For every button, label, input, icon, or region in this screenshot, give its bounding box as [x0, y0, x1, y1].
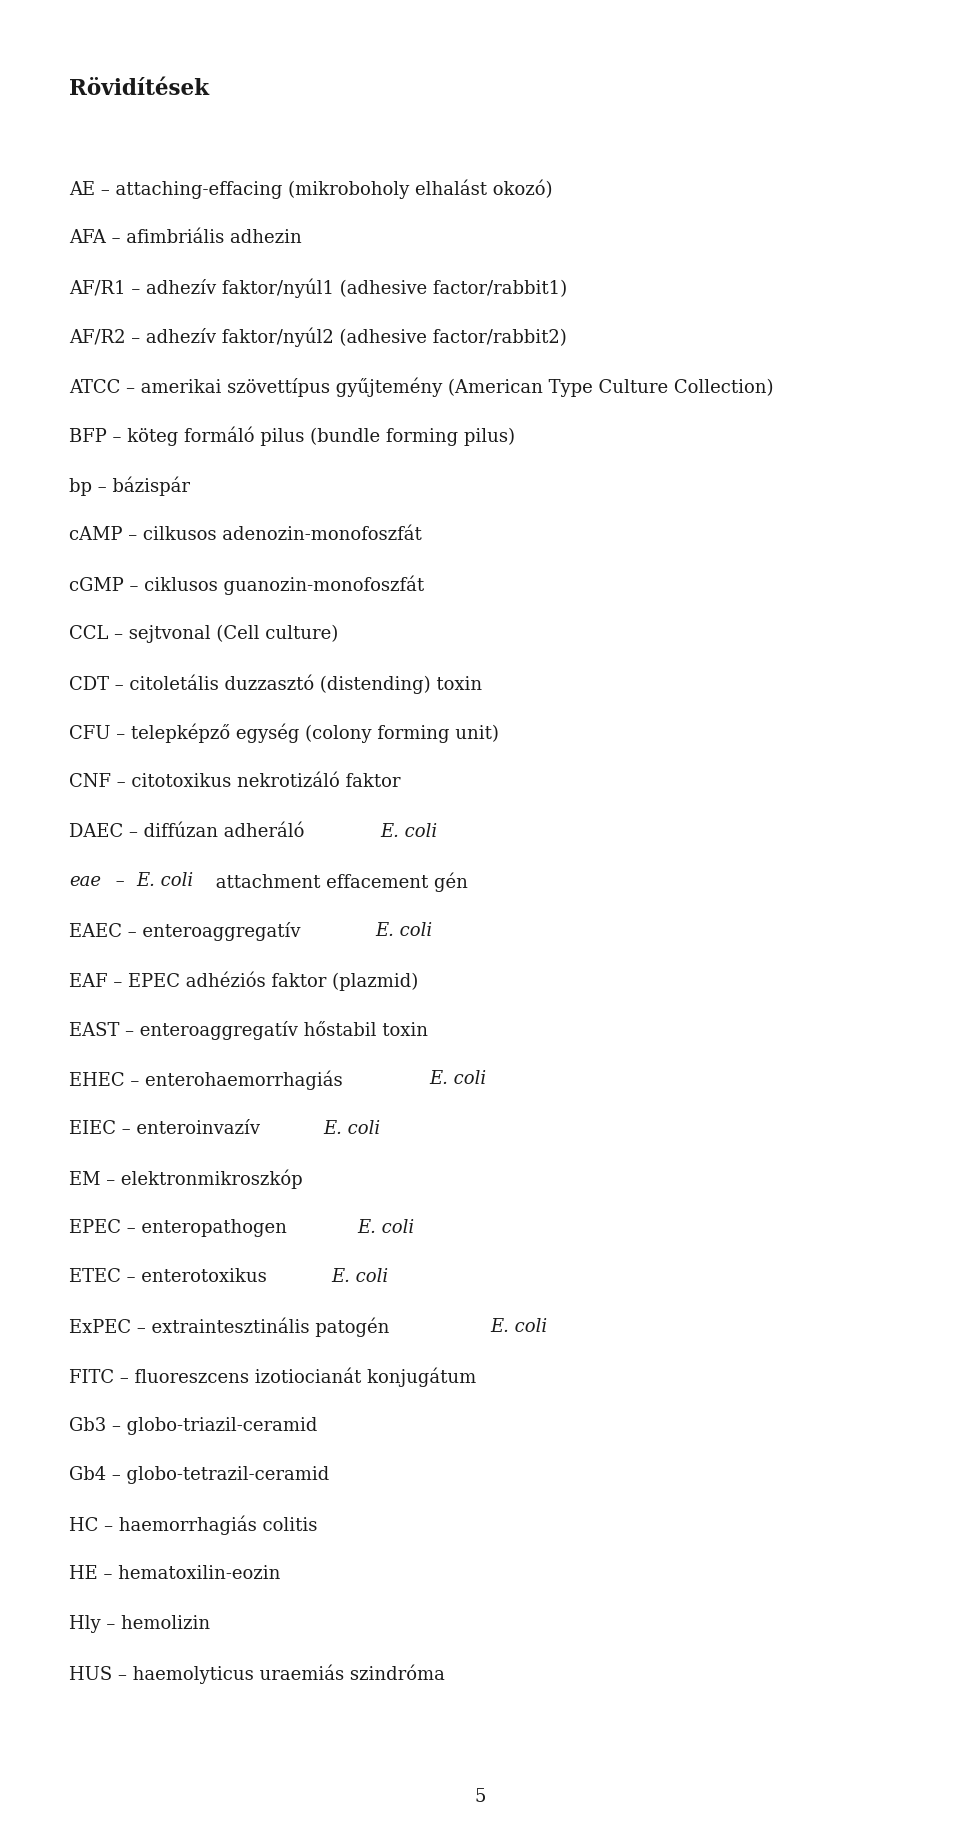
Text: E. coli: E. coli	[490, 1317, 547, 1335]
Text: CDT – citoletális duzzasztó (distending) toxin: CDT – citoletális duzzasztó (distending)…	[69, 674, 482, 694]
Text: EM – elektronmikroszkóp: EM – elektronmikroszkóp	[69, 1169, 302, 1189]
Text: CFU – telepképző egység (colony forming unit): CFU – telepképző egység (colony forming …	[69, 724, 499, 742]
Text: cGMP – ciklusos guanozin-monofoszfát: cGMP – ciklusos guanozin-monofoszfát	[69, 574, 424, 595]
Text: cAMP – cilkusos adenozin-monofoszfát: cAMP – cilkusos adenozin-monofoszfát	[69, 526, 421, 543]
Text: E. coli: E. coli	[323, 1119, 380, 1138]
Text: E. coli: E. coli	[430, 1069, 487, 1088]
Text: HUS – haemolyticus uraemiás szindróma: HUS – haemolyticus uraemiás szindróma	[69, 1664, 445, 1684]
Text: attachment effacement gén: attachment effacement gén	[210, 872, 468, 892]
Text: ETEC – enterotoxikus: ETEC – enterotoxikus	[69, 1269, 273, 1286]
Text: E. coli: E. coli	[136, 872, 194, 890]
Text: DAEC – diffúzan adheráló: DAEC – diffúzan adheráló	[69, 822, 310, 840]
Text: Rövidítések: Rövidítések	[69, 78, 209, 100]
Text: HE – hematoxilin-eozin: HE – hematoxilin-eozin	[69, 1564, 280, 1583]
Text: E. coli: E. coli	[375, 922, 432, 940]
Text: EHEC – enterohaemorrhagiás: EHEC – enterohaemorrhagiás	[69, 1069, 348, 1090]
Text: EIEC – enteroinvazív: EIEC – enteroinvazív	[69, 1119, 266, 1138]
Text: AFA – afimbriális adhezin: AFA – afimbriális adhezin	[69, 229, 301, 247]
Text: HC – haemorrhagiás colitis: HC – haemorrhagiás colitis	[69, 1516, 318, 1535]
Text: ExPEC – extraintesztinális patogén: ExPEC – extraintesztinális patogén	[69, 1317, 396, 1337]
Text: EAST – enteroaggregatív hőstabil toxin: EAST – enteroaggregatív hőstabil toxin	[69, 1021, 428, 1040]
Text: –: –	[110, 872, 131, 890]
Text: AF/R2 – adhezív faktor/nyúl2 (adhesive factor/rabbit2): AF/R2 – adhezív faktor/nyúl2 (adhesive f…	[69, 327, 566, 347]
Text: CCL – sejtvonal (Cell culture): CCL – sejtvonal (Cell culture)	[69, 624, 338, 643]
Text: AF/R1 – adhezív faktor/nyúl1 (adhesive factor/rabbit1): AF/R1 – adhezív faktor/nyúl1 (adhesive f…	[69, 279, 567, 297]
Text: AE – attaching-effacing (mikroboholy elhalást okozó): AE – attaching-effacing (mikroboholy elh…	[69, 179, 553, 199]
Text: EPEC – enteropathogen: EPEC – enteropathogen	[69, 1219, 293, 1237]
Text: E. coli: E. coli	[332, 1269, 389, 1286]
Text: EAF – EPEC adhéziós faktor (plazmid): EAF – EPEC adhéziós faktor (plazmid)	[69, 972, 419, 990]
Text: EAEC – enteroaggregatív: EAEC – enteroaggregatív	[69, 922, 306, 940]
Text: 5: 5	[474, 1788, 486, 1806]
Text: Hly – hemolizin: Hly – hemolizin	[69, 1614, 210, 1633]
Text: Gb3 – globo-triazil-ceramid: Gb3 – globo-triazil-ceramid	[69, 1417, 318, 1435]
Text: E. coli: E. coli	[380, 822, 438, 840]
Text: eae: eae	[69, 872, 101, 890]
Text: E. coli: E. coli	[358, 1219, 415, 1237]
Text: CNF – citotoxikus nekrotizáló faktor: CNF – citotoxikus nekrotizáló faktor	[69, 774, 400, 791]
Text: bp – bázispár: bp – bázispár	[69, 477, 190, 495]
Text: BFP – köteg formáló pilus (bundle forming pilus): BFP – köteg formáló pilus (bundle formin…	[69, 427, 516, 447]
Text: ATCC – amerikai szövettípus gyűjtemény (American Type Culture Collection): ATCC – amerikai szövettípus gyűjtemény (…	[69, 377, 774, 397]
Text: FITC – fluoreszcens izotiocianát konjugátum: FITC – fluoreszcens izotiocianát konjugá…	[69, 1367, 476, 1387]
Text: Gb4 – globo-tetrazil-ceramid: Gb4 – globo-tetrazil-ceramid	[69, 1467, 329, 1485]
